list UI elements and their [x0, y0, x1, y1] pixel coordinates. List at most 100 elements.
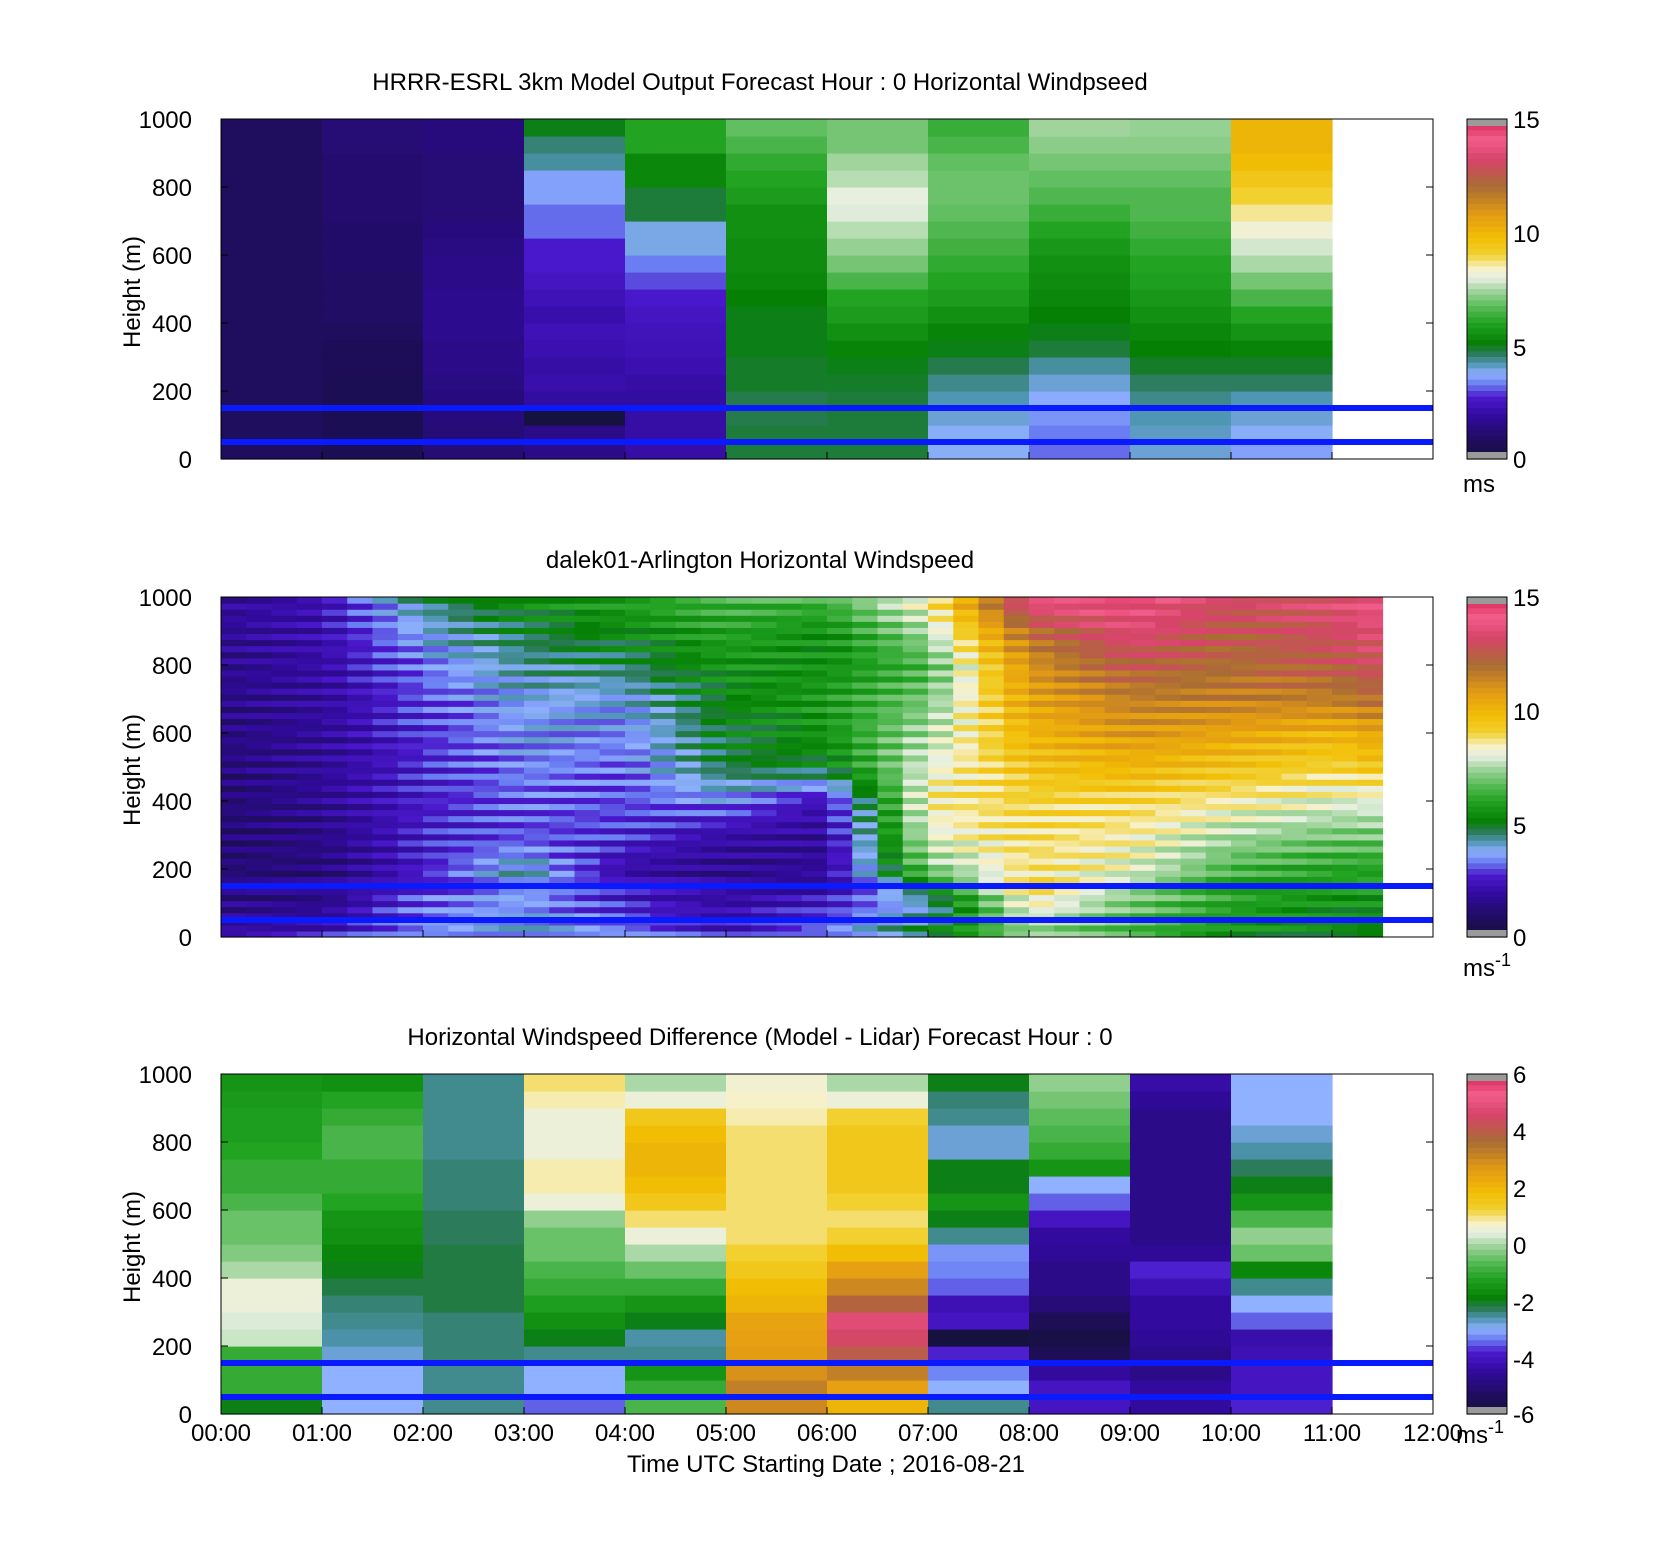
heatmap-cell [978, 845, 1005, 853]
y-tick-label: 200 [152, 1334, 192, 1361]
heatmap-cell [1231, 153, 1333, 171]
heatmap-cell [827, 289, 929, 307]
heatmap-cell [246, 791, 273, 798]
heatmap-cell [1130, 1227, 1232, 1245]
heatmap-cell [1281, 657, 1308, 665]
heatmap-cell [221, 153, 323, 171]
heatmap-cell [423, 170, 525, 188]
heatmap-cell [1306, 730, 1333, 738]
heatmap-cell [322, 1125, 424, 1143]
heatmap-cell [1003, 894, 1030, 902]
heatmap-cell [1231, 876, 1257, 883]
colorbar-segment [1467, 283, 1507, 290]
heatmap-cell [271, 809, 298, 817]
heatmap-cell [1205, 639, 1232, 647]
colorbar-segment [1467, 1323, 1507, 1330]
heatmap-cell [1357, 657, 1384, 665]
heatmap-cell [1054, 894, 1081, 902]
colorbar-segment [1467, 869, 1507, 876]
heatmap-cell [1104, 736, 1131, 744]
heatmap-cell [1306, 791, 1333, 798]
heatmap-cell [625, 1397, 727, 1415]
heatmap-cell [296, 669, 323, 677]
heatmap-cell [1281, 900, 1308, 908]
x-tick-label: 09:00 [1100, 1420, 1160, 1447]
heatmap-cell [751, 858, 778, 865]
heatmap-cell [751, 876, 778, 883]
heatmap-cell [524, 797, 550, 805]
heatmap-cell [928, 827, 954, 835]
heatmap-cell [1332, 864, 1358, 871]
heatmap-cell [827, 1380, 929, 1398]
heatmap-cell [271, 797, 298, 805]
colorbar-cap [1467, 1074, 1507, 1081]
heatmap-cell [246, 930, 273, 938]
heatmap-cell [1332, 888, 1358, 896]
heatmap-cell [423, 1125, 525, 1143]
heatmap-cell [473, 754, 500, 762]
heatmap-cell [776, 633, 803, 641]
heatmap-cell [574, 718, 601, 726]
heatmap-cell [473, 597, 500, 604]
heatmap-cell [902, 827, 929, 835]
heatmap-cell [1130, 238, 1232, 256]
heatmap-cell [1130, 791, 1156, 798]
heatmap-cell [902, 930, 929, 938]
heatmap-cell [801, 852, 828, 859]
heatmap-cell [574, 609, 601, 616]
heatmap-cell [1029, 1108, 1131, 1126]
heatmap-cell [322, 597, 348, 604]
heatmap-cell [928, 204, 1030, 222]
heatmap-cell [1332, 639, 1358, 647]
heatmap-cell [902, 621, 929, 628]
colorbar-cap [1467, 597, 1507, 604]
heatmap-cell [397, 730, 424, 738]
heatmap-cell [1155, 773, 1182, 780]
heatmap-cell [751, 663, 778, 671]
heatmap-cell [498, 651, 525, 659]
heatmap-cell [1130, 912, 1156, 920]
heatmap-cell [625, 1278, 727, 1296]
heatmap-cell [599, 815, 626, 823]
heatmap-cell [372, 706, 399, 713]
heatmap-cell [322, 153, 424, 171]
heatmap-cell [524, 1108, 626, 1126]
heatmap-cell [1306, 797, 1333, 805]
heatmap-cell [928, 357, 1030, 375]
heatmap-cell [397, 724, 424, 732]
heatmap-cell [1281, 633, 1308, 641]
heatmap-cell [1180, 833, 1207, 841]
heatmap-cell [1332, 669, 1358, 677]
x-tick-label: 00:00 [191, 1420, 251, 1447]
heatmap-cell [776, 773, 803, 780]
heatmap-cell [726, 1074, 828, 1092]
heatmap-cell [877, 924, 904, 932]
heatmap-cell [978, 615, 1005, 622]
heatmap-cell [423, 791, 449, 798]
heatmap-cell [347, 597, 374, 604]
heatmap-cell [1130, 1312, 1232, 1330]
heatmap-cell [574, 639, 601, 647]
heatmap-cell [1130, 357, 1232, 375]
heatmap-cell [322, 785, 348, 792]
heatmap-cell [726, 136, 828, 154]
heatmap-cell [1029, 894, 1055, 902]
heatmap-cell [1231, 1312, 1333, 1330]
heatmap-cell [397, 797, 424, 805]
panel-model: HRRR-ESRL 3km Model Output Forecast Hour… [119, 69, 1540, 498]
heatmap-cell [953, 809, 980, 817]
heatmap-cell [296, 603, 323, 610]
heatmap-cell [877, 760, 904, 768]
heatmap-cell [700, 785, 727, 792]
heatmap-cell [448, 730, 475, 738]
heatmap-cell [726, 888, 752, 896]
heatmap-cell [1357, 712, 1384, 720]
heatmap-cell [726, 627, 752, 635]
heatmap-cell [1231, 767, 1257, 774]
heatmap-cell [448, 615, 475, 622]
heatmap-cell [221, 754, 247, 762]
heatmap-cell [1130, 724, 1156, 732]
heatmap-cell [574, 858, 601, 865]
colorbar-segment [1467, 1119, 1507, 1126]
heatmap-cell [1104, 621, 1131, 628]
